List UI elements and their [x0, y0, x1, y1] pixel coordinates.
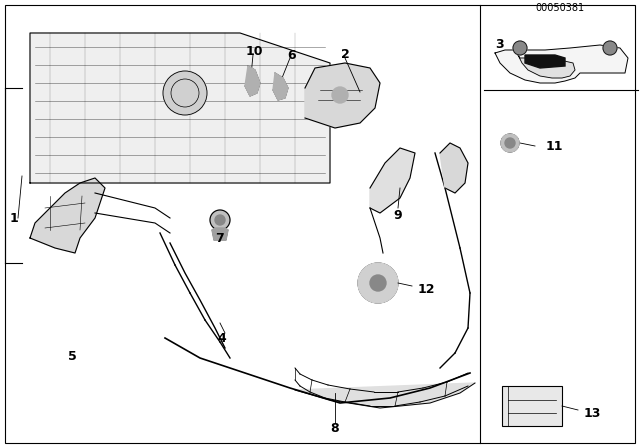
Polygon shape — [295, 383, 475, 408]
Text: 11: 11 — [546, 139, 563, 152]
Circle shape — [215, 215, 225, 225]
Text: 8: 8 — [331, 422, 339, 435]
Text: 6: 6 — [288, 48, 296, 61]
Polygon shape — [370, 148, 415, 213]
Circle shape — [370, 275, 386, 291]
Polygon shape — [518, 55, 575, 78]
Circle shape — [210, 210, 230, 230]
Text: 10: 10 — [245, 44, 263, 57]
Circle shape — [501, 134, 519, 152]
Text: 13: 13 — [584, 406, 602, 419]
Polygon shape — [305, 63, 380, 128]
Text: 2: 2 — [340, 47, 349, 60]
Polygon shape — [495, 45, 628, 83]
Bar — [502, 386, 562, 426]
Polygon shape — [30, 178, 105, 253]
Circle shape — [603, 41, 617, 55]
Polygon shape — [273, 73, 288, 100]
Circle shape — [163, 71, 207, 115]
Circle shape — [505, 138, 515, 148]
Polygon shape — [440, 143, 468, 193]
Circle shape — [358, 263, 398, 303]
Polygon shape — [212, 228, 228, 240]
Text: 7: 7 — [216, 232, 225, 245]
Text: 5: 5 — [68, 349, 76, 362]
Polygon shape — [525, 55, 565, 68]
Polygon shape — [30, 33, 330, 183]
Polygon shape — [245, 66, 260, 96]
Text: 3: 3 — [496, 38, 504, 51]
Text: 00050381: 00050381 — [536, 3, 584, 13]
Circle shape — [513, 41, 527, 55]
Circle shape — [332, 87, 348, 103]
Text: 9: 9 — [394, 208, 403, 221]
Text: 12: 12 — [418, 283, 435, 296]
Text: 4: 4 — [218, 332, 227, 345]
Text: 1: 1 — [10, 211, 19, 224]
